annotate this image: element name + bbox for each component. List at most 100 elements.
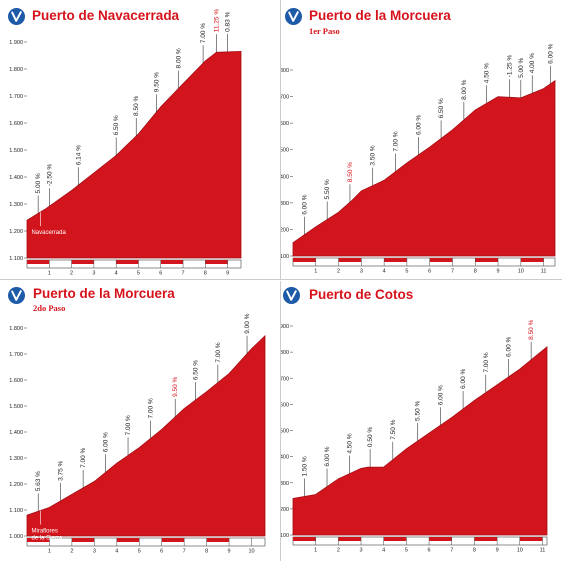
gradient-label: -1.25 % — [506, 55, 513, 78]
gradient-label: 6.50 % — [438, 98, 445, 118]
chart-subtitle: 1er Paso — [309, 26, 340, 36]
km-strip-segment — [293, 258, 316, 262]
gradient-label: 6.00 % — [547, 43, 554, 63]
gradient-label: 0.50 % — [367, 427, 374, 447]
gradient-label: 6.00 % — [324, 446, 331, 466]
gradient-label: -2.50 % — [46, 164, 53, 187]
y-tick-label: 1.200 — [9, 229, 23, 235]
gradient-label: 9.50 % — [172, 376, 179, 396]
km-strip-segment — [27, 260, 50, 264]
gradient-label: 6.50 % — [192, 360, 199, 380]
chart-title: Puerto de la Morcuera — [309, 8, 451, 23]
gradient-label: 5.00 % — [35, 173, 42, 193]
km-strip-segment — [71, 538, 95, 542]
gradient-label: 7.00 % — [200, 23, 207, 43]
gradient-label: 8.50 % — [528, 319, 535, 339]
climb-profile-area — [292, 346, 548, 536]
vuelta-logo-icon — [285, 8, 302, 25]
gradient-label: 5.00 % — [518, 57, 525, 77]
chart-panel-navacerrada: Puerto de Navacerrada 1.100 1.200 1.300 1.4… — [0, 0, 281, 280]
x-tick-label: 3 — [93, 549, 96, 555]
gradient-label: 7.50 % — [390, 419, 397, 439]
km-strip-segment — [338, 537, 362, 541]
y-tick-label: 1.700 — [9, 94, 23, 100]
km-strip-segment — [383, 537, 407, 541]
x-tick-label: 4 — [382, 548, 385, 554]
y-tick-label: 1.400 — [9, 430, 23, 436]
y-tick-label: 1.000 — [9, 534, 23, 540]
km-strip-segment — [161, 538, 185, 542]
km-axis-strip — [292, 536, 548, 546]
x-tick-label: 3 — [92, 271, 95, 277]
km-strip-segment — [475, 258, 499, 262]
x-tick-label: 9 — [496, 548, 499, 554]
start-town-label: Miraflores — [31, 529, 57, 535]
km-strip-segment — [474, 537, 498, 541]
gradient-label: 0.83 % — [225, 11, 232, 31]
km-strip-segment — [293, 537, 316, 541]
x-tick-label: 9 — [226, 271, 229, 277]
start-town-label: Navacerrada — [31, 230, 66, 236]
y-tick-label: 1.400 — [281, 455, 289, 461]
x-tick-label: 11 — [540, 548, 546, 554]
y-tick-label: 1.800 — [281, 350, 289, 356]
x-tick-label: 6 — [159, 271, 162, 277]
km-strip-segment — [429, 537, 452, 541]
x-tick-label: 5 — [138, 549, 141, 555]
gradient-label: 9.00 % — [244, 313, 251, 333]
x-tick-label: 7 — [450, 548, 453, 554]
km-strip-segment — [520, 258, 544, 262]
x-tick-label: 7 — [182, 271, 185, 277]
chart-panel-cotos: Puerto de Cotos 1.100 1.200 1.300 1.400 1.50… — [281, 281, 562, 561]
x-tick-label: 5 — [405, 269, 408, 275]
x-tick-label: 10 — [517, 548, 523, 554]
profile-plot: 1.100 1.200 1.300 1.400 1.500 1.600 1.700 1.800… — [9, 9, 242, 277]
y-tick-label: 1.900 — [9, 40, 23, 46]
x-tick-label: 9 — [497, 269, 500, 275]
x-tick-label: 2 — [70, 271, 73, 277]
x-tick-label: 5 — [405, 548, 408, 554]
y-tick-label: 1.100 — [281, 254, 289, 260]
y-tick-label: 1.600 — [9, 121, 23, 127]
y-tick-label: 1.900 — [281, 324, 289, 330]
gradient-label: 6.00 % — [415, 115, 422, 135]
x-tick-label: 6 — [428, 269, 431, 275]
km-axis-strip — [292, 257, 556, 267]
x-tick-label: 10 — [248, 549, 254, 555]
km-strip-segment — [338, 258, 362, 262]
gradient-label: 11.25 % — [213, 9, 220, 33]
x-tick-label: 10 — [518, 269, 524, 275]
x-tick-label: 2 — [337, 269, 340, 275]
y-tick-label: 1.800 — [9, 326, 23, 332]
y-tick-label: 1.200 — [281, 507, 289, 513]
y-tick-label: 1.300 — [281, 201, 289, 207]
x-tick-label: 2 — [70, 549, 73, 555]
x-tick-label: 4 — [115, 549, 118, 555]
gradient-label: 7.00 % — [80, 447, 87, 467]
climb-profile-area — [26, 334, 266, 537]
vuelta-logo-icon — [8, 8, 25, 25]
x-tick-label: 1 — [314, 548, 317, 554]
gradient-label: 3.75 % — [58, 460, 65, 480]
y-tick-label: 1.100 — [9, 256, 23, 262]
chart-title: Puerto de Navacerrada — [32, 8, 180, 23]
y-tick-label: 1.100 — [9, 508, 23, 514]
y-tick-label: 1.600 — [281, 121, 289, 127]
x-tick-label: 4 — [383, 269, 386, 275]
gradient-label: 6.00 % — [505, 336, 512, 356]
gradient-label: 6.00 % — [437, 385, 444, 405]
x-tick-label: 3 — [360, 269, 363, 275]
x-tick-label: 7 — [183, 549, 186, 555]
gradient-label: 5.50 % — [415, 400, 422, 420]
gradient-label: 3.50 % — [370, 145, 377, 165]
km-strip-segment — [205, 260, 228, 264]
y-tick-label: 1.600 — [9, 378, 23, 384]
km-strip-segment — [429, 258, 453, 262]
y-tick-label: 1.400 — [9, 175, 23, 181]
gradient-label: 8.00 % — [176, 48, 183, 68]
x-tick-label: 7 — [451, 269, 454, 275]
gradient-label: 6.50 % — [113, 115, 120, 135]
x-tick-label: 9 — [228, 549, 231, 555]
y-tick-label: 1.400 — [281, 174, 289, 180]
